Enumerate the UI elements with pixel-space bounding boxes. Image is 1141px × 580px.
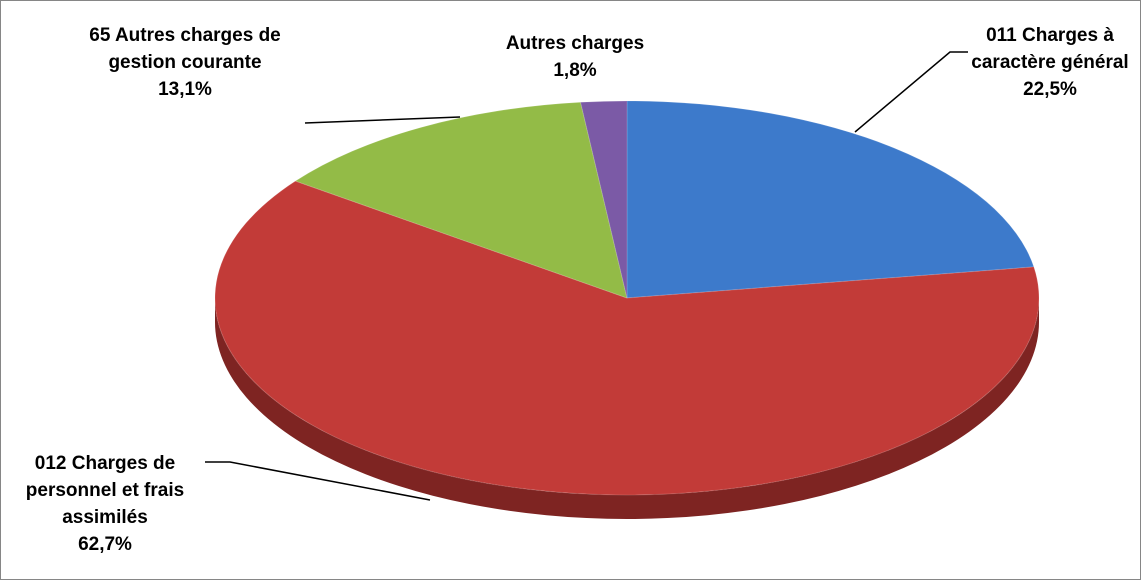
slice	[214, 180, 1040, 496]
label-value: 62,7%	[78, 534, 132, 555]
label-value: 22,5%	[1023, 79, 1077, 100]
label-name: 011 Charges à caractère général	[971, 25, 1129, 73]
leader-line	[304, 116, 461, 124]
label-name: 012 Charges de personnel et frais assimi…	[25, 453, 185, 528]
slice	[579, 100, 628, 299]
data-label: 65 Autres charges de gestion courante 13…	[75, 22, 295, 103]
data-label: Autres charges 1,8%	[470, 30, 680, 84]
label-name: 65 Autres charges de gestion courante	[89, 25, 281, 73]
slice	[294, 101, 628, 299]
leader-line	[854, 51, 968, 133]
label-value: 1,8%	[553, 60, 597, 81]
pie	[214, 100, 1040, 519]
data-label: 012 Charges de personnel et frais assimi…	[5, 450, 205, 558]
slice	[626, 100, 1035, 299]
leader-line	[205, 461, 431, 501]
label-value: 13,1%	[158, 79, 212, 100]
label-name: Autres charges	[505, 33, 645, 54]
data-label: 011 Charges à caractère général 22,5%	[955, 22, 1141, 103]
